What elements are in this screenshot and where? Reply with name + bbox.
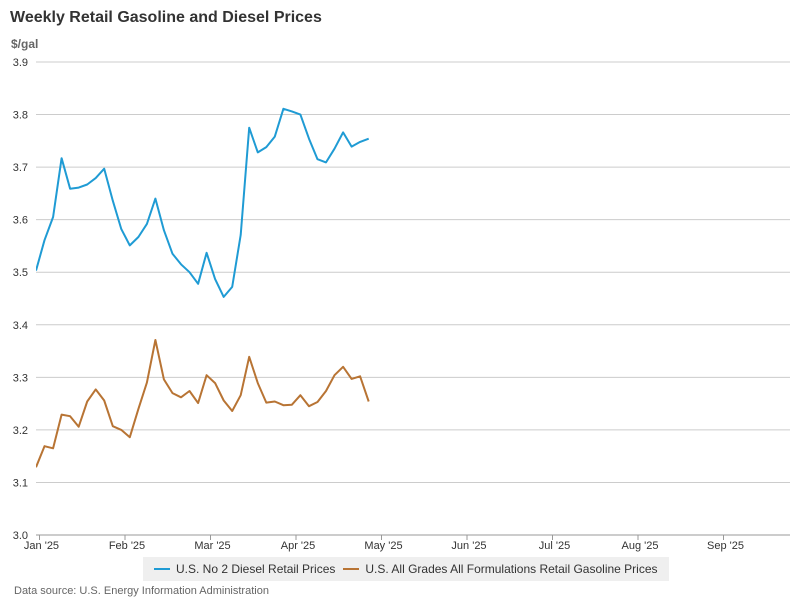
x-tick-label-7: Aug '25 — [622, 540, 659, 552]
gridlines — [36, 61, 790, 536]
y-tick-label-3.4: 3.4 — [13, 320, 28, 332]
y-axis-ticks: 3.0 3.1 3.2 3.3 3.4 3.5 3.6 3.7 3.8 3.9 — [13, 57, 28, 542]
y-tick-label-3.5: 3.5 — [13, 267, 28, 279]
y-tick-label-3.0: 3.0 — [13, 530, 28, 542]
x-tick-label-3: Apr '25 — [281, 540, 316, 552]
y-tick-label-3.6: 3.6 — [13, 215, 28, 227]
legend-item-diesel[interactable]: U.S. No 2 Diesel Retail Prices — [154, 562, 335, 576]
legend-label-gasoline: U.S. All Grades All Formulations Retail … — [365, 562, 658, 576]
x-tick-label-0: Jan '25 — [24, 540, 59, 552]
legend-item-gasoline[interactable]: U.S. All Grades All Formulations Retail … — [343, 562, 658, 576]
line-chart: 3.0 3.1 3.2 3.3 3.4 3.5 3.6 3.7 3.8 3.9 Jan '25 Fe… — [13, 57, 790, 552]
y-tick-label-3.1: 3.1 — [13, 477, 28, 489]
x-tick-label-5: Jun '25 — [451, 540, 486, 552]
x-tick-label-8: Sep '25 — [707, 540, 744, 552]
x-tick-label-4: May '25 — [364, 540, 402, 552]
x-tick-label-2: Mar '25 — [194, 540, 230, 552]
legend-label-diesel: U.S. No 2 Diesel Retail Prices — [176, 562, 336, 576]
x-axis-ticks: Jan '25 Feb '25 Mar '25 Apr '25 May '25 Jun '… — [24, 535, 744, 552]
series-line-diesel — [36, 107, 370, 298]
x-tick-label-6: Jul '25 — [539, 540, 570, 552]
y-tick-label-3.7: 3.7 — [13, 162, 28, 174]
x-tick-label-1: Feb '25 — [109, 540, 145, 552]
legend-swatch-gasoline — [343, 568, 360, 570]
legend-swatch-diesel — [154, 568, 170, 570]
legend: U.S. No 2 Diesel Retail Prices U.S. All … — [143, 557, 669, 581]
series-line-gasoline — [36, 339, 370, 468]
data-source-note: Data source: U.S. Energy Information Adm… — [14, 585, 269, 597]
chart-title: Weekly Retail Gasoline and Diesel Prices — [10, 9, 322, 26]
y-axis-unit-label: $/gal — [11, 37, 39, 51]
y-tick-label-3.3: 3.3 — [13, 372, 28, 384]
y-tick-label-3.9: 3.9 — [13, 57, 28, 69]
series-lines — [36, 107, 370, 468]
y-tick-label-3.2: 3.2 — [13, 425, 28, 437]
y-tick-label-3.8: 3.8 — [13, 110, 28, 122]
